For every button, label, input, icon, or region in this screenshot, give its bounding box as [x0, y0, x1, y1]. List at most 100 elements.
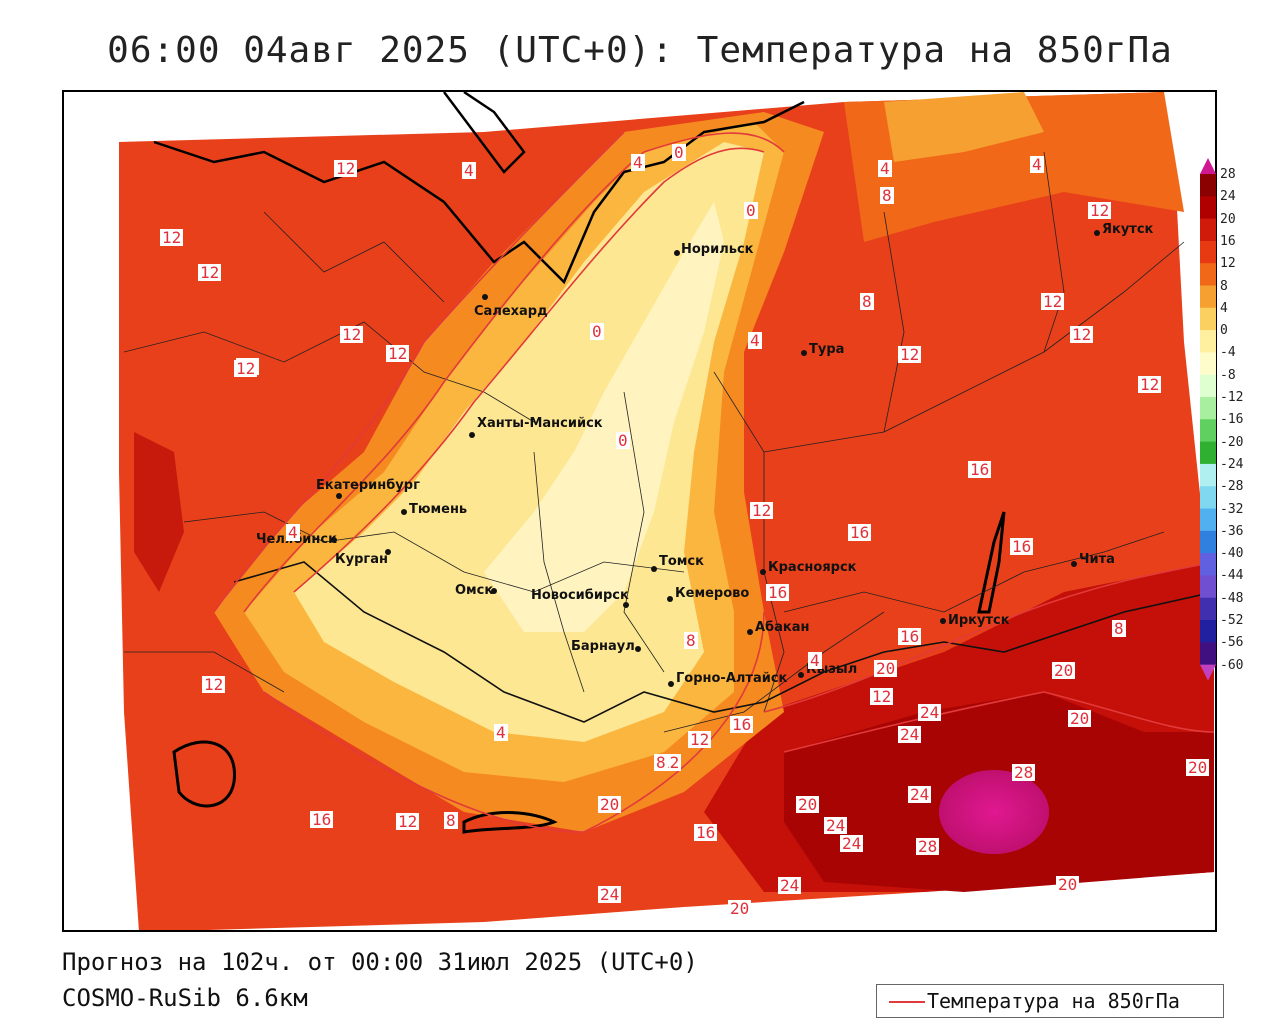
- colorbar-tick-label: 0: [1220, 323, 1228, 339]
- city-tyumen: Тюмень: [409, 502, 468, 517]
- colorbar-tick-label: -12: [1220, 390, 1244, 405]
- city-ekaterinburg: Екатеринбург: [316, 478, 420, 493]
- contour-label: 16: [898, 627, 922, 646]
- contour-label: 24: [918, 703, 942, 722]
- colorbar-tick-label: -60: [1220, 657, 1244, 673]
- city-kurgan: Курган: [335, 552, 388, 567]
- city-dot-tura: [801, 350, 807, 356]
- city-khanty-mansiysk: Ханты-Мансийск: [477, 416, 603, 431]
- colorbar-tick-label: 28: [1220, 167, 1236, 182]
- colorbar-swatch: [1200, 397, 1216, 420]
- arctic-coast: [153, 100, 805, 285]
- colorbar-tick-label: 4: [1220, 300, 1228, 316]
- baikal-outline: [977, 511, 1006, 614]
- colorbar-tick-label: -16: [1220, 412, 1244, 428]
- contour-label: 4: [808, 651, 822, 670]
- map-frame: Норильск Салехард Тура Якутск Ханты-Манс…: [62, 90, 1217, 932]
- zone-0: [294, 142, 764, 742]
- city-dot-chelyabinsk: [331, 537, 337, 543]
- contour-label: 24: [908, 785, 932, 804]
- zone-west-16: [134, 432, 184, 592]
- contour-label: 12: [750, 501, 774, 520]
- contour-label: 16: [968, 460, 992, 479]
- city-dot-omsk: [491, 588, 497, 594]
- colorbar-swatch: [1200, 441, 1216, 465]
- colorbar-swatch: [1200, 263, 1216, 286]
- contour-label: 20: [796, 795, 820, 814]
- city-dot-chita: [1071, 561, 1077, 567]
- contour-label: 12: [396, 812, 420, 831]
- contour-label: 24: [598, 885, 622, 904]
- contour-label: 28: [916, 837, 940, 856]
- city-chita: Чита: [1079, 552, 1115, 567]
- contour-label: 12: [1070, 325, 1094, 344]
- city-dot-salekhard: [482, 294, 488, 300]
- contour-label: 16: [766, 583, 790, 602]
- contour-label: 20: [1068, 709, 1092, 728]
- city-gorno-altaysk: Горно-Алтайск: [676, 671, 788, 686]
- contour-label: 24: [898, 725, 922, 744]
- city-dot-abakan: [747, 629, 753, 635]
- contour-label: 24: [824, 816, 848, 835]
- contour-label: 20: [874, 659, 898, 678]
- city-dot-khanty-mansiysk: [469, 432, 475, 438]
- colorbar-tick-label: -56: [1220, 635, 1244, 651]
- contour-label: 8: [1112, 619, 1126, 638]
- colorbar-swatch: [1200, 575, 1216, 599]
- contour-label: 8: [444, 811, 458, 830]
- colorbar-tick-label: -40: [1220, 546, 1244, 562]
- contour-label: 4: [748, 331, 762, 350]
- colorbar-tick-label: -48: [1220, 590, 1244, 606]
- colorbar-tick-label: 8: [1220, 278, 1228, 294]
- colorbar-swatch: [1200, 508, 1216, 532]
- city-dot-yakutsk: [1094, 230, 1100, 236]
- city-dot-novosibirsk: [623, 602, 629, 608]
- contour-label: 12: [160, 228, 184, 247]
- colorbar-tick-label: -24: [1220, 456, 1244, 472]
- contour-label: 12: [334, 159, 358, 178]
- colorbar-swatch: [1200, 240, 1216, 264]
- temperature-map: [64, 92, 1215, 930]
- city-dot-irkutsk: [940, 618, 946, 624]
- city-salekhard: Салехард: [474, 304, 548, 319]
- contour-label: 12: [1088, 201, 1112, 220]
- contour-label: 4: [1030, 155, 1044, 174]
- contour-label: 0: [616, 431, 630, 450]
- contour-label: 4: [631, 153, 645, 172]
- contour-label: 12: [898, 345, 922, 364]
- city-dot-kurgan: [385, 549, 391, 555]
- city-novosibirsk: Новосибирск: [531, 588, 629, 603]
- contour-label: 20: [1056, 875, 1080, 894]
- caspian-outline: [172, 740, 236, 808]
- contour-label: 12: [202, 675, 226, 694]
- contour-label: 16: [730, 715, 754, 734]
- contour-label: 8: [860, 292, 874, 311]
- colorbar-swatch: [1200, 486, 1216, 509]
- colorbar-tick-label: -28: [1220, 479, 1244, 495]
- city-dot-tomsk: [651, 566, 657, 572]
- line-legend: Температура на 850гПа: [876, 984, 1224, 1018]
- contour-label: 12: [1138, 375, 1162, 394]
- city-dot-kyzyl: [798, 672, 804, 678]
- city-dot-gorno-altaysk: [668, 681, 674, 687]
- colorbar-top-arrow: [1200, 158, 1216, 174]
- city-omsk: Омск: [455, 583, 494, 598]
- city-barnaul: Барнаул: [571, 639, 635, 654]
- colorbar-tick-label: -36: [1220, 523, 1244, 539]
- contour-label: 0: [744, 201, 758, 220]
- contour-label: 12: [870, 687, 894, 706]
- contour-label: 12: [1041, 292, 1065, 311]
- contour-label: 8: [880, 186, 894, 205]
- city-yakutsk: Якутск: [1102, 222, 1154, 237]
- contour-label: 12: [340, 325, 364, 344]
- colorbar-tick-label: -52: [1220, 613, 1244, 628]
- city-dot-tyumen: [401, 509, 407, 515]
- contour-label: 16: [694, 823, 718, 842]
- zone-minus-4: [484, 202, 724, 632]
- city-krasnoyarsk: Красноярск: [768, 560, 857, 575]
- colorbar-swatch: [1200, 620, 1216, 643]
- colorbar-swatch: [1200, 196, 1216, 220]
- colorbar-tick-label: 12: [1220, 256, 1236, 272]
- legend-line-label: Температура на 850гПа: [927, 989, 1180, 1013]
- national-border: [233, 561, 1215, 723]
